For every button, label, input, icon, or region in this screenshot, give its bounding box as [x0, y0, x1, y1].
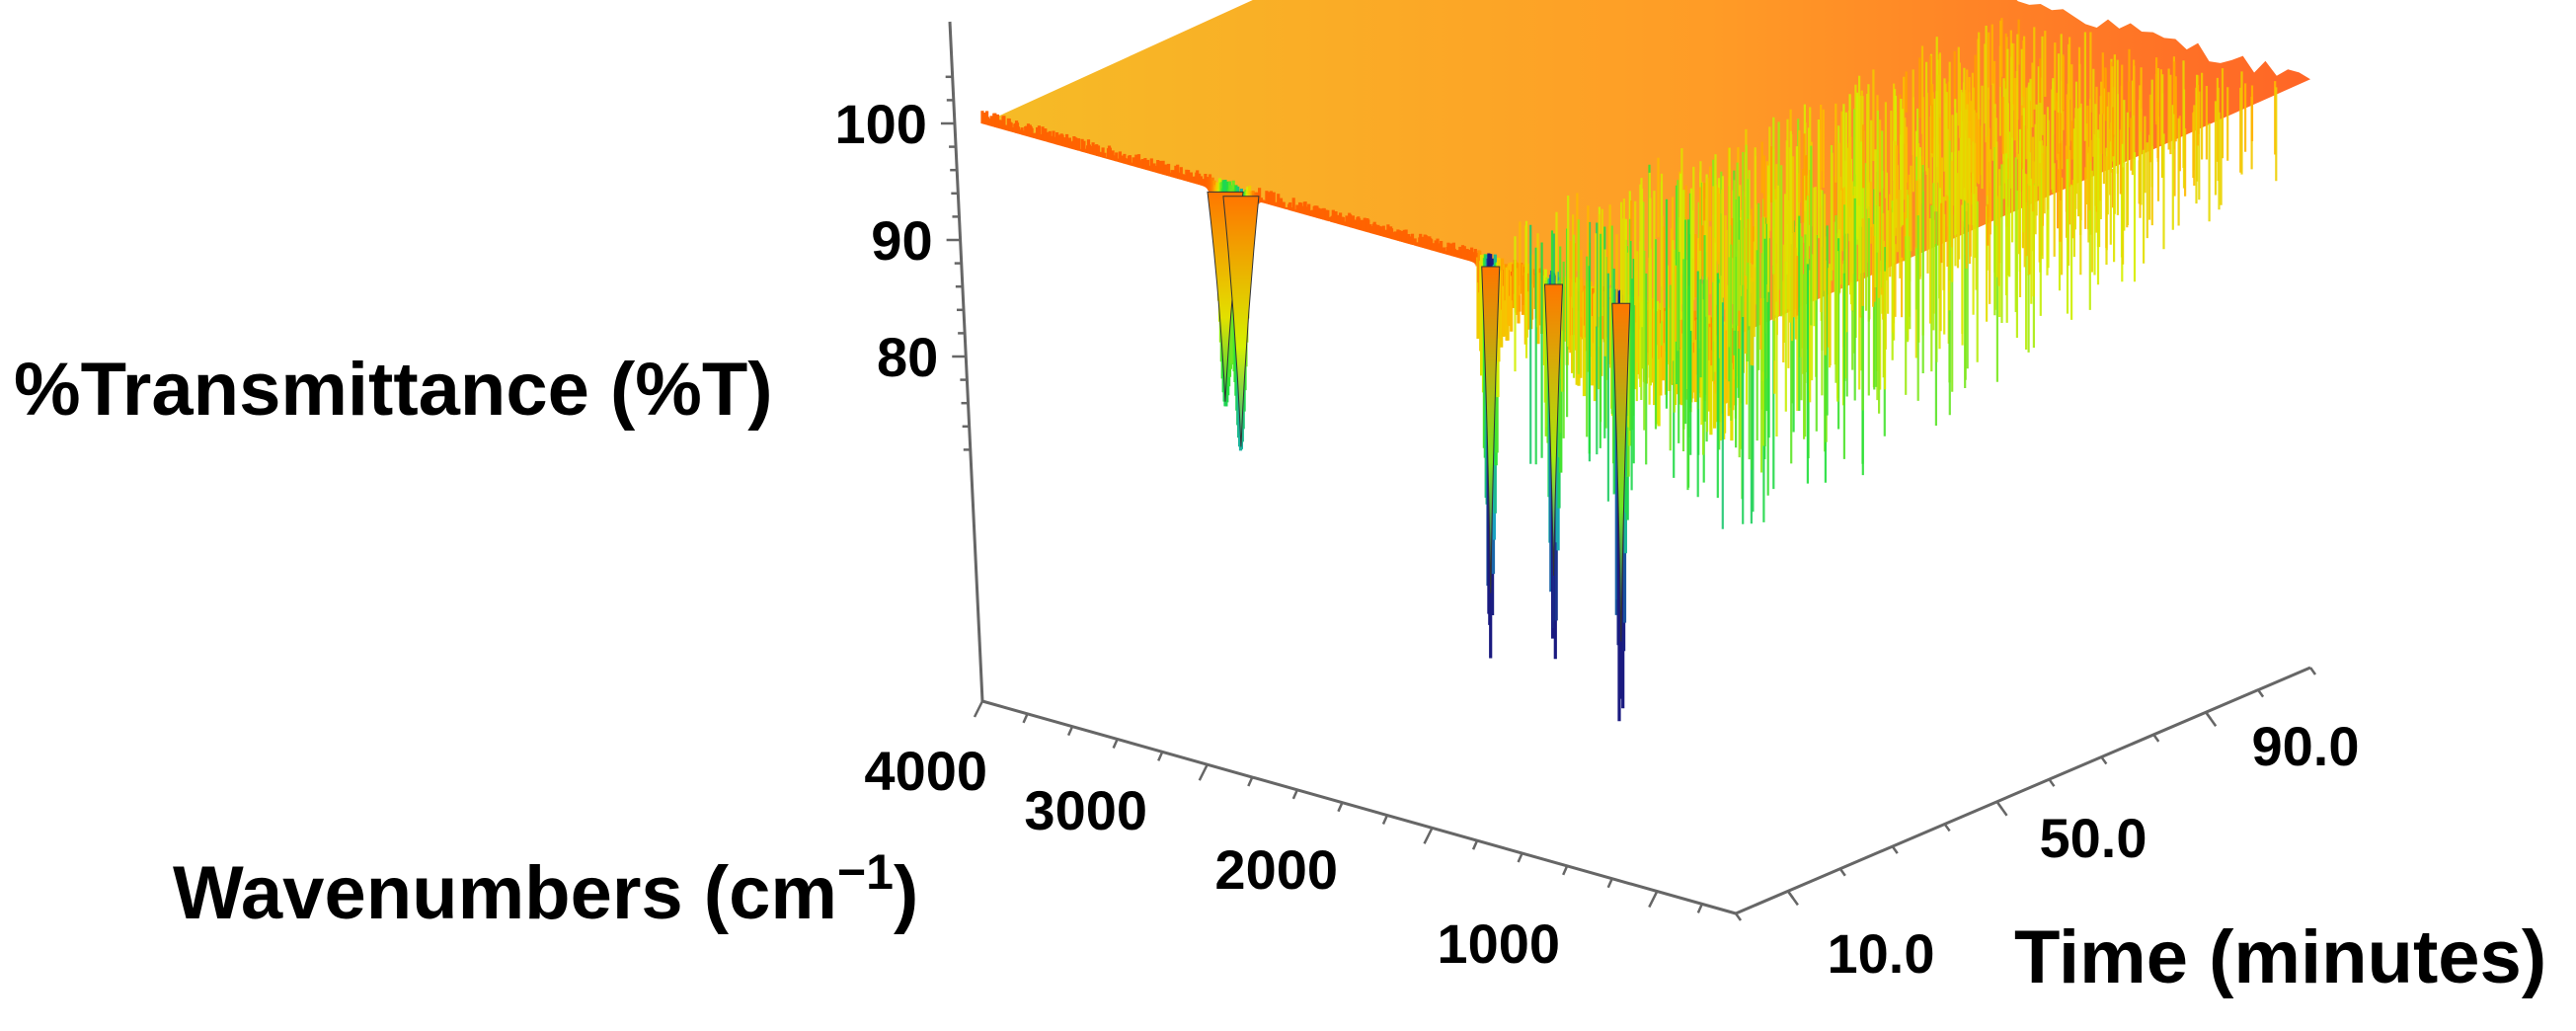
wavenumber-minor-tick — [1337, 802, 1344, 813]
time-minor-tick — [1995, 801, 2003, 810]
wavenumber-axis-title: Wavenumbers (cm−1) — [173, 844, 918, 935]
wavenumber-minor-tick — [1517, 852, 1523, 863]
time-axis-ticks: 10.0 50.0 90.0 — [1734, 667, 2360, 985]
wavenumber-minor-tick — [1112, 738, 1119, 750]
time-minor-tick — [1786, 890, 1794, 900]
wavenumber-minor-tick — [1381, 815, 1389, 826]
wavenumber-minor-tick — [1606, 878, 1613, 889]
time-minor-tick — [1943, 823, 1951, 833]
z-tick-label: 80 — [877, 326, 938, 388]
wavenumber-tick-mark — [1423, 827, 1434, 844]
time-tick-label: 50.0 — [2040, 807, 2147, 869]
wavenumber-axis-line — [981, 699, 1737, 915]
wavenumber-tick-mark — [973, 700, 984, 718]
surface-layer — [980, 0, 2310, 722]
wavenumber-tick-label: 4000 — [864, 740, 987, 802]
z-axis-title: %Transmittance (%T) — [14, 348, 773, 432]
wavenumber-axis-title-close: ) — [894, 851, 918, 935]
wavenumber-minor-tick — [1022, 713, 1029, 724]
labels-layer: %Transmittance (%T) Wavenumbers (cm−1) T… — [14, 348, 2546, 999]
wavenumber-tick-label: 3000 — [1024, 779, 1147, 841]
time-minor-tick — [1838, 868, 1846, 877]
wavenumber-minor-tick — [1291, 789, 1299, 800]
time-axis-title: Time (minutes) — [2014, 915, 2546, 999]
z-axis-ticks: 100 90 80 — [835, 75, 971, 451]
time-minor-tick — [2205, 711, 2213, 720]
z-axis-line — [948, 21, 984, 702]
wavenumber-minor-tick — [1471, 839, 1479, 850]
wavenumber-axis-title-main: Wavenumbers (cm — [173, 851, 837, 935]
axes-layer: 100 90 80 4000 3000 2000 1000 10.0 50.0 90.0 — [835, 21, 2360, 985]
wavenumber-minor-tick — [1157, 751, 1164, 761]
time-minor-tick — [2152, 734, 2160, 743]
z-tick-label: 90 — [871, 209, 932, 272]
time-tick-label: 90.0 — [2252, 715, 2360, 777]
wavenumber-axis-ticks: 4000 3000 2000 1000 — [864, 700, 1703, 975]
time-tick-label: 10.0 — [1828, 922, 1935, 985]
time-minor-tick — [2100, 755, 2108, 765]
time-minor-tick — [1891, 845, 1899, 854]
time-minor-tick — [2308, 667, 2317, 675]
time-minor-tick — [2048, 778, 2056, 787]
absorption-peak — [1543, 283, 1564, 577]
absorption-peak — [1481, 266, 1501, 594]
wavenumber-tick-label: 1000 — [1437, 912, 1560, 975]
wavenumber-minor-tick — [1696, 903, 1703, 913]
absorption-peak — [1611, 302, 1631, 642]
wavenumber-minor-tick — [1066, 726, 1074, 737]
wavenumber-minor-tick — [1562, 865, 1569, 876]
wavenumber-minor-tick — [1247, 776, 1254, 787]
time-minor-tick — [2257, 688, 2265, 698]
absorption-peak — [1222, 196, 1260, 447]
wavenumber-tick-mark — [1198, 763, 1209, 781]
wavenumber-tick-label: 2000 — [1214, 838, 1338, 901]
time-axis-line — [1735, 666, 2311, 915]
wavenumber-axis-title-sup: −1 — [837, 844, 894, 900]
z-tick-label: 100 — [835, 93, 927, 155]
wavenumber-tick-mark — [1648, 890, 1659, 909]
time-minor-tick — [1734, 912, 1743, 921]
